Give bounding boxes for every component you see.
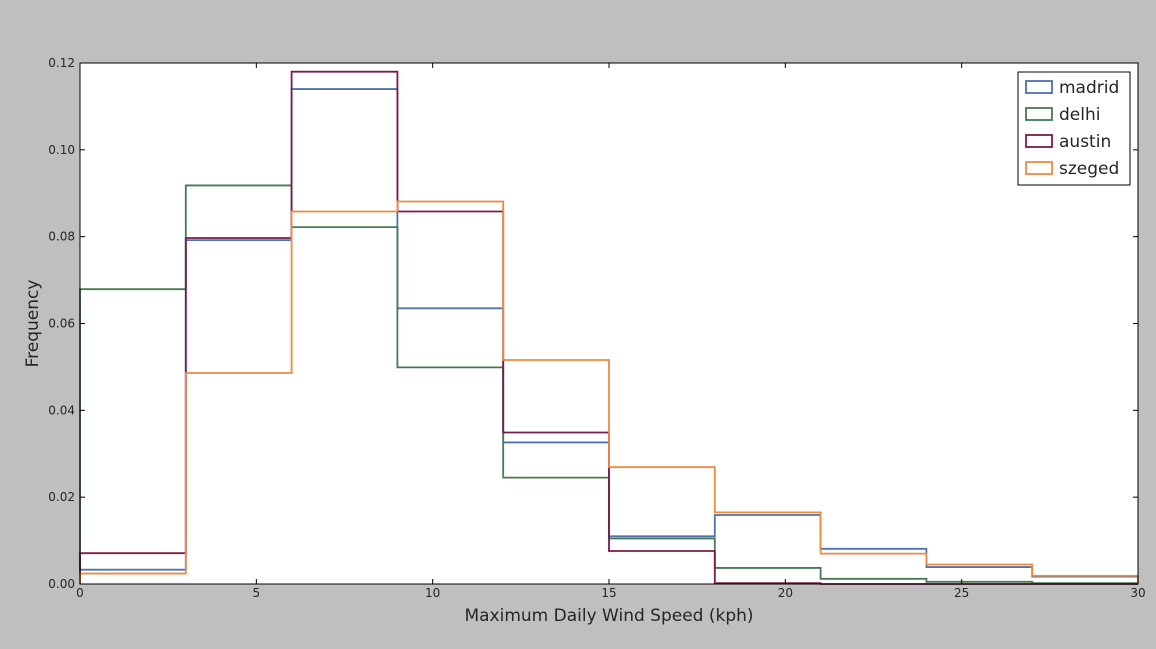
x-tick-label: 30	[1130, 586, 1145, 600]
x-tick-label: 10	[425, 586, 440, 600]
x-axis: 0 5 10 15 20 25 30	[76, 63, 1146, 600]
y-tick-label: 0.02	[48, 490, 75, 504]
legend-swatch-delhi	[1025, 107, 1053, 121]
y-tick-label: 0.00	[48, 577, 75, 591]
legend-label-madrid: madrid	[1059, 78, 1119, 98]
y-axis-title: Frequency	[23, 280, 43, 368]
series-szeged-outline	[79, 200, 1139, 584]
x-tick-label: 15	[601, 586, 616, 600]
legend: madrid delhi austin szeged	[1017, 71, 1131, 186]
legend-label-austin: austin	[1059, 132, 1111, 152]
legend-label-szeged: szeged	[1059, 159, 1119, 179]
legend-frame	[1017, 71, 1131, 186]
x-axis-title: Maximum Daily Wind Speed (kph)	[464, 606, 753, 626]
x-tick-label: 25	[954, 586, 969, 600]
y-axis: 0.00 0.02 0.04 0.06 0.08 0.10 0.12	[48, 56, 1138, 591]
y-tick-label: 0.08	[48, 230, 75, 244]
x-tick-label: 0	[76, 586, 84, 600]
y-tick-label: 0.12	[48, 56, 75, 70]
legend-swatch-madrid	[1025, 80, 1053, 94]
y-tick-label: 0.06	[48, 317, 75, 331]
legend-swatch-szeged	[1025, 161, 1053, 175]
y-tick-label: 0.10	[48, 143, 75, 157]
y-tick-label: 0.04	[48, 403, 75, 417]
x-tick-label: 20	[778, 586, 793, 600]
x-tick-label: 5	[253, 586, 261, 600]
legend-label-delhi: delhi	[1059, 105, 1100, 125]
legend-swatch-austin	[1025, 134, 1053, 148]
